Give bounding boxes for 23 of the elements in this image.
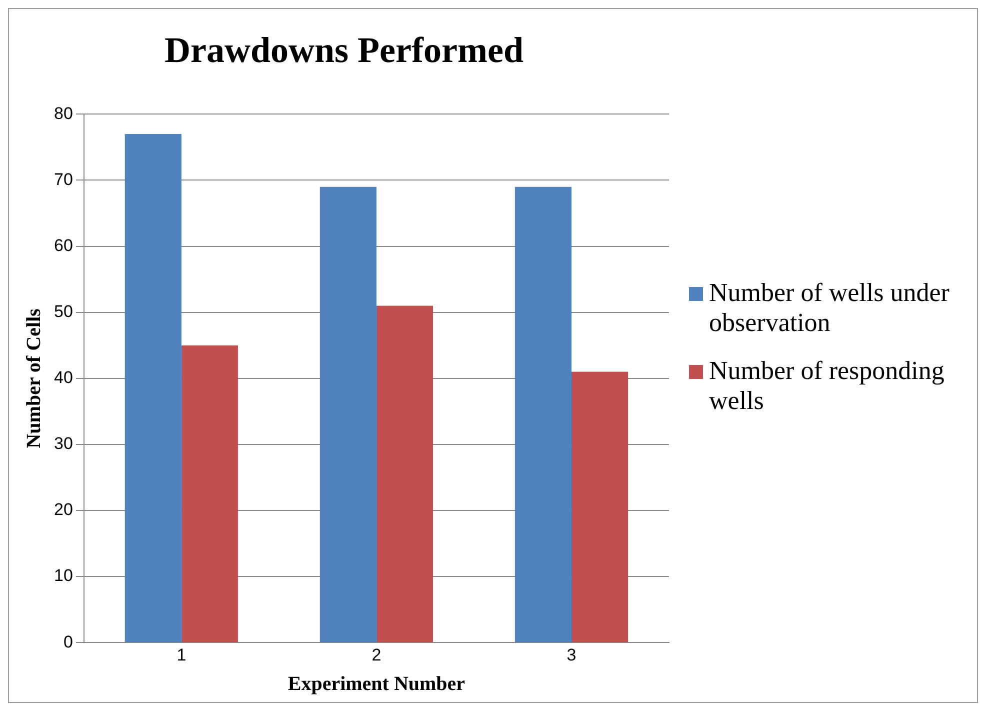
bar — [376, 305, 434, 642]
y-tick-label: 60 — [54, 235, 73, 254]
x-tick-label: 2 — [372, 644, 382, 664]
y-tick-label: 20 — [54, 500, 73, 519]
bar — [320, 186, 376, 642]
y-tick-label: 0 — [63, 632, 73, 651]
y-tick-label: 40 — [54, 368, 73, 387]
x-axis-title: Experiment Number — [288, 672, 466, 695]
chart-title: Drawdowns Performed — [164, 29, 524, 70]
y-tick-label: 30 — [54, 434, 73, 453]
y-tick-label: 80 — [54, 103, 73, 122]
x-tick-label: 3 — [566, 644, 576, 664]
bar — [124, 134, 182, 642]
bar — [571, 371, 628, 642]
y-tick-label: 70 — [54, 169, 73, 188]
bar — [514, 186, 572, 642]
x-tick-label: 1 — [176, 644, 186, 664]
legend-label: Number of responding wells — [709, 356, 946, 416]
y-tick-label: 50 — [54, 302, 73, 321]
y-axis-title: Number of Cells — [23, 308, 46, 448]
y-tick-label: 10 — [54, 566, 73, 585]
bar — [181, 344, 238, 642]
legend-label: Number of wells under observation — [709, 278, 950, 338]
